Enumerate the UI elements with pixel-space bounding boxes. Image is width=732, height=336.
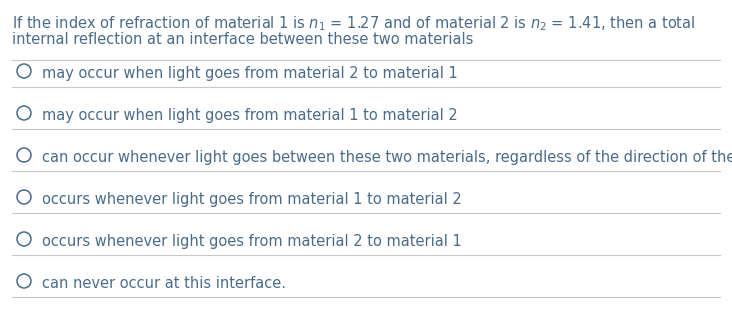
Text: occurs whenever light goes from material 2 to material 1: occurs whenever light goes from material… (42, 234, 462, 249)
Text: may occur when light goes from material 1 to material 2: may occur when light goes from material … (42, 108, 457, 123)
Text: can occur whenever light goes between these two materials, regardless of the dir: can occur whenever light goes between th… (42, 150, 732, 165)
Text: occurs whenever light goes from material 1 to material 2: occurs whenever light goes from material… (42, 192, 462, 207)
Text: can never occur at this interface.: can never occur at this interface. (42, 276, 286, 291)
Text: may occur when light goes from material 2 to material 1: may occur when light goes from material … (42, 66, 457, 81)
Text: internal reflection at an interface between these two materials: internal reflection at an interface betw… (12, 32, 474, 47)
Text: If the index of refraction of material 1 is $n_1$ = 1.27 and of material 2 is $n: If the index of refraction of material 1… (12, 14, 695, 33)
